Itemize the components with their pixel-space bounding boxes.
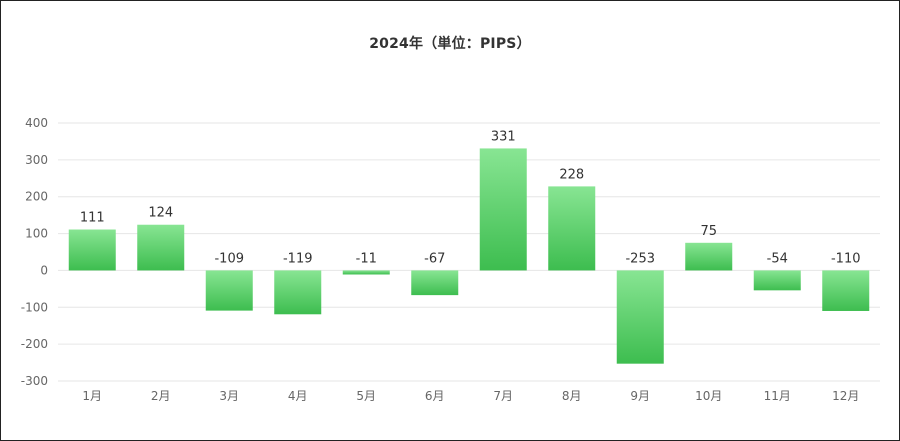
x-tick-label: 9月 <box>630 389 650 403</box>
x-axis-ticks: 1月 2月 3月 4月 5月 6月 7月 8月 9月 10月 11月 12月 <box>82 389 859 403</box>
bar[interactable] <box>753 270 801 291</box>
bar[interactable] <box>479 148 527 271</box>
y-tick-label: 200 <box>25 190 48 204</box>
bars: 111 124 -109 -119 -11 -67 331 228 -253 75 -54 -110 <box>68 129 870 364</box>
y-tick-label: 100 <box>25 227 48 241</box>
data-label: -67 <box>424 251 445 266</box>
data-label: -119 <box>283 251 313 266</box>
bar[interactable] <box>137 224 185 271</box>
bar[interactable] <box>411 270 459 296</box>
bar[interactable] <box>822 270 870 311</box>
y-tick-label: 300 <box>25 153 48 167</box>
y-tick-label: 0 <box>40 263 48 277</box>
x-tick-label: 5月 <box>356 389 376 403</box>
data-label: -253 <box>625 251 655 266</box>
y-tick-label: -100 <box>21 300 48 314</box>
bar[interactable] <box>274 270 322 315</box>
x-tick-label: 4月 <box>288 389 308 403</box>
data-label: 111 <box>80 211 105 226</box>
data-label: -109 <box>214 251 244 266</box>
grid-lines <box>58 122 880 382</box>
data-label: 75 <box>700 224 717 239</box>
x-tick-label: 6月 <box>425 389 445 403</box>
bar[interactable] <box>548 186 596 271</box>
chart-title: 2024年（単位：PIPS） <box>369 36 531 52</box>
x-tick-label: 10月 <box>695 389 722 403</box>
data-label: -110 <box>831 251 861 266</box>
data-label: 124 <box>148 206 173 221</box>
data-label: -11 <box>356 251 377 266</box>
y-axis-ticks: 400 300 200 100 0 -100 -200 -300 <box>21 116 48 388</box>
x-tick-label: 1月 <box>82 389 102 403</box>
y-tick-label: -200 <box>21 337 48 351</box>
data-label: -54 <box>767 251 788 266</box>
bar[interactable] <box>68 229 116 271</box>
x-tick-label: 2月 <box>151 389 171 403</box>
x-tick-label: 3月 <box>219 389 239 403</box>
bar[interactable] <box>205 270 253 311</box>
bar[interactable] <box>616 270 664 364</box>
data-label: 331 <box>491 129 516 144</box>
y-tick-label: -300 <box>21 374 48 388</box>
y-tick-label: 400 <box>25 116 48 130</box>
x-tick-label: 11月 <box>764 389 791 403</box>
x-tick-label: 8月 <box>562 389 582 403</box>
bar[interactable] <box>685 242 733 271</box>
data-label: 228 <box>559 167 584 182</box>
bar[interactable] <box>342 270 390 275</box>
x-tick-label: 7月 <box>493 389 513 403</box>
x-tick-label: 12月 <box>832 389 859 403</box>
